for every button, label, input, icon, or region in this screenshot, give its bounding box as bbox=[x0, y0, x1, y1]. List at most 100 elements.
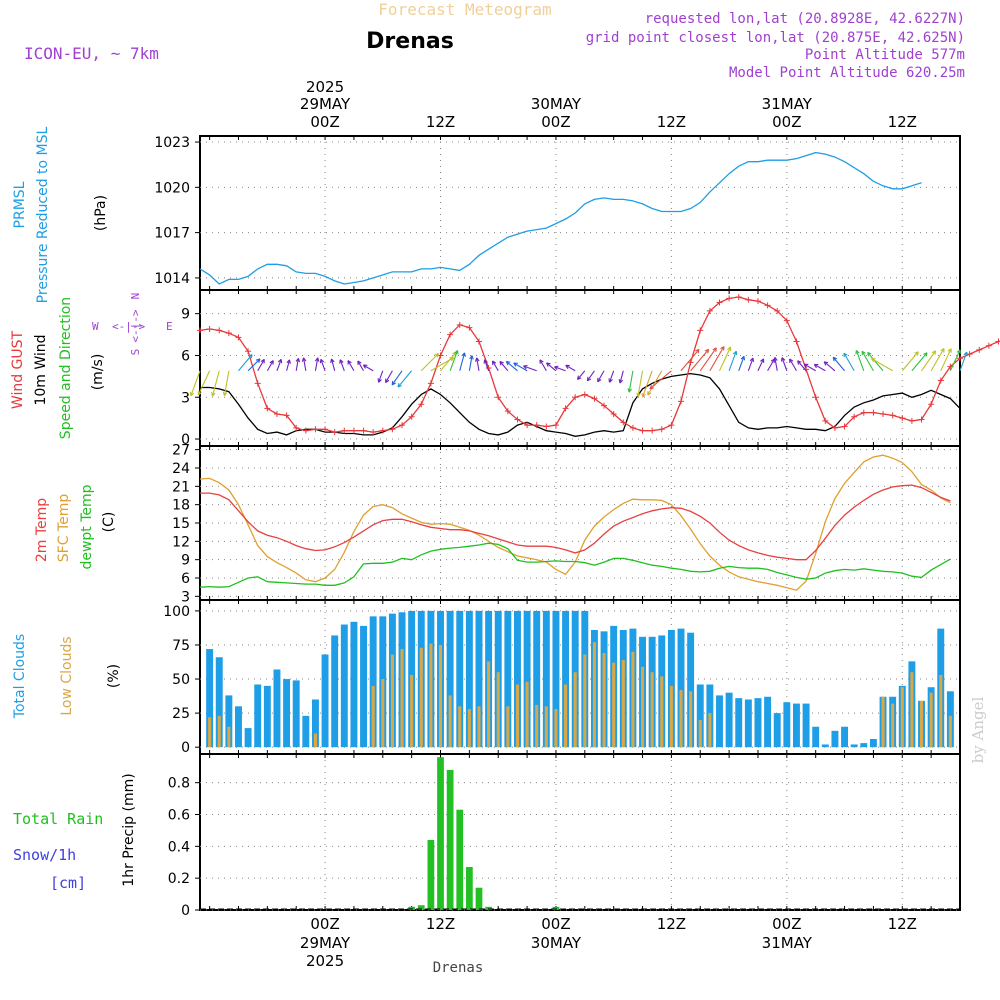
total-cloud-bar bbox=[504, 610, 512, 748]
wind-arrow-head bbox=[286, 359, 291, 364]
y-tick-label: 21 bbox=[172, 479, 190, 495]
wind-arrow bbox=[492, 360, 499, 372]
y-tick-label: 1017 bbox=[154, 226, 190, 242]
low-cloud-bar bbox=[554, 709, 558, 748]
degc-unit: (C) bbox=[101, 512, 117, 533]
gust-marker bbox=[870, 409, 877, 416]
pressure-series bbox=[199, 151, 922, 285]
gust-marker bbox=[370, 429, 377, 436]
low-cloud-bar bbox=[679, 689, 683, 748]
wind-arrow-head bbox=[963, 351, 968, 357]
low-cloud-bar bbox=[612, 662, 616, 748]
y-tick-label: 0.2 bbox=[168, 871, 190, 887]
y-tick-label: 0.8 bbox=[168, 776, 190, 792]
low-cloud-bar bbox=[650, 672, 654, 748]
bottom-year-label: 2025 bbox=[306, 952, 344, 970]
wind-arrow-head bbox=[649, 384, 654, 390]
total-cloud-bar bbox=[456, 610, 464, 748]
low-cloud-bar bbox=[487, 661, 491, 748]
total-cloud-bar bbox=[446, 610, 454, 748]
wind-arrow-head bbox=[695, 348, 700, 354]
low-cloud-bar bbox=[669, 685, 673, 748]
dewpoint-line bbox=[199, 542, 951, 588]
low-cloud-bar bbox=[621, 659, 625, 748]
wind-arrow-head bbox=[732, 350, 738, 356]
y-tick-label: 6 bbox=[181, 571, 190, 587]
wind-arrow bbox=[911, 352, 928, 372]
low-cloud-bar bbox=[477, 706, 481, 748]
gust-marker bbox=[331, 429, 338, 436]
gust-marker bbox=[552, 422, 559, 429]
wind-arrow bbox=[459, 352, 466, 371]
wind-arrow-head bbox=[565, 364, 570, 369]
wind-arrow bbox=[680, 348, 700, 372]
wind-arrow-head bbox=[740, 355, 746, 361]
gust-marker bbox=[889, 412, 896, 419]
wind10-label: 10m Wind bbox=[33, 334, 49, 405]
wind-arrow-head bbox=[923, 352, 928, 357]
total-cloud-bar bbox=[206, 649, 214, 748]
wind-arrow bbox=[647, 370, 663, 396]
wind-arrow-head bbox=[461, 352, 466, 357]
compass-n: N bbox=[129, 293, 142, 300]
wind-arrow bbox=[295, 358, 299, 371]
total-cloud-bar bbox=[831, 730, 839, 748]
t2m-label: 2m Temp bbox=[34, 498, 50, 562]
wind-arrow bbox=[330, 358, 336, 371]
low-cloud-bar bbox=[371, 685, 375, 748]
gust-marker bbox=[302, 427, 309, 434]
wind-arrow-head bbox=[546, 362, 551, 367]
wind-arrow-head bbox=[277, 358, 283, 364]
wind-series bbox=[189, 293, 1000, 437]
wind-arrow-head bbox=[197, 390, 202, 396]
low-cloud-bar bbox=[698, 719, 702, 748]
wind-arrow-head bbox=[618, 379, 624, 384]
gust-marker bbox=[754, 298, 761, 305]
total-cloud-bar bbox=[321, 654, 329, 748]
wind-arrow bbox=[484, 359, 490, 371]
low-cloud-bar bbox=[660, 676, 664, 748]
low-cloud-bar bbox=[506, 706, 510, 748]
gridpoint-coords: grid point closest lon,lat (20.875E, 42.… bbox=[586, 30, 965, 46]
wind-arrow bbox=[619, 370, 624, 384]
gust-marker bbox=[928, 401, 935, 408]
low-cloud-bar bbox=[948, 715, 952, 748]
wind-arrow bbox=[597, 370, 605, 383]
wind-arrow bbox=[539, 359, 547, 372]
gust-marker bbox=[216, 327, 223, 334]
wind-arrow-head bbox=[357, 360, 362, 365]
gust-marker bbox=[437, 352, 444, 359]
bottom-date-label: 29MAY bbox=[300, 934, 351, 952]
bottom-hour-label: 12Z bbox=[426, 915, 455, 933]
y-tick-label: 18 bbox=[172, 498, 190, 514]
total-cloud-bar bbox=[744, 699, 752, 748]
gust-marker bbox=[822, 417, 829, 424]
point-altitude: Point Altitude 577m bbox=[805, 47, 965, 63]
wind-arrow bbox=[302, 357, 307, 371]
wind-arrow bbox=[728, 351, 737, 371]
y-tick-label: 1020 bbox=[154, 180, 190, 196]
gust-marker bbox=[793, 338, 800, 345]
total-cloud-bar bbox=[562, 610, 570, 748]
low-cloud-bar bbox=[564, 684, 568, 748]
gust-marker bbox=[610, 410, 617, 417]
wind-arrow bbox=[718, 346, 732, 372]
gust-marker bbox=[716, 299, 723, 306]
wind-arrow-head bbox=[189, 391, 195, 397]
total-cloud-bar bbox=[340, 624, 348, 748]
gust-marker bbox=[841, 423, 848, 430]
low-cloud-bar bbox=[448, 695, 452, 748]
wind-arrow bbox=[855, 350, 865, 371]
precip-bar bbox=[408, 906, 416, 910]
total-cloud-bar bbox=[812, 726, 820, 748]
compass-icon: N <-|-> S W <-|-> E bbox=[92, 293, 173, 356]
gust-marker bbox=[899, 415, 906, 422]
wind-arrow bbox=[797, 360, 807, 372]
wind-arrow bbox=[286, 359, 291, 371]
total-cloud-bar bbox=[465, 610, 473, 748]
wind-arrow-head bbox=[797, 360, 802, 365]
wind-arrow bbox=[690, 348, 710, 372]
wind-arrow-head bbox=[749, 357, 755, 363]
gust-marker bbox=[851, 413, 858, 420]
wind-arrow-head bbox=[523, 364, 528, 370]
